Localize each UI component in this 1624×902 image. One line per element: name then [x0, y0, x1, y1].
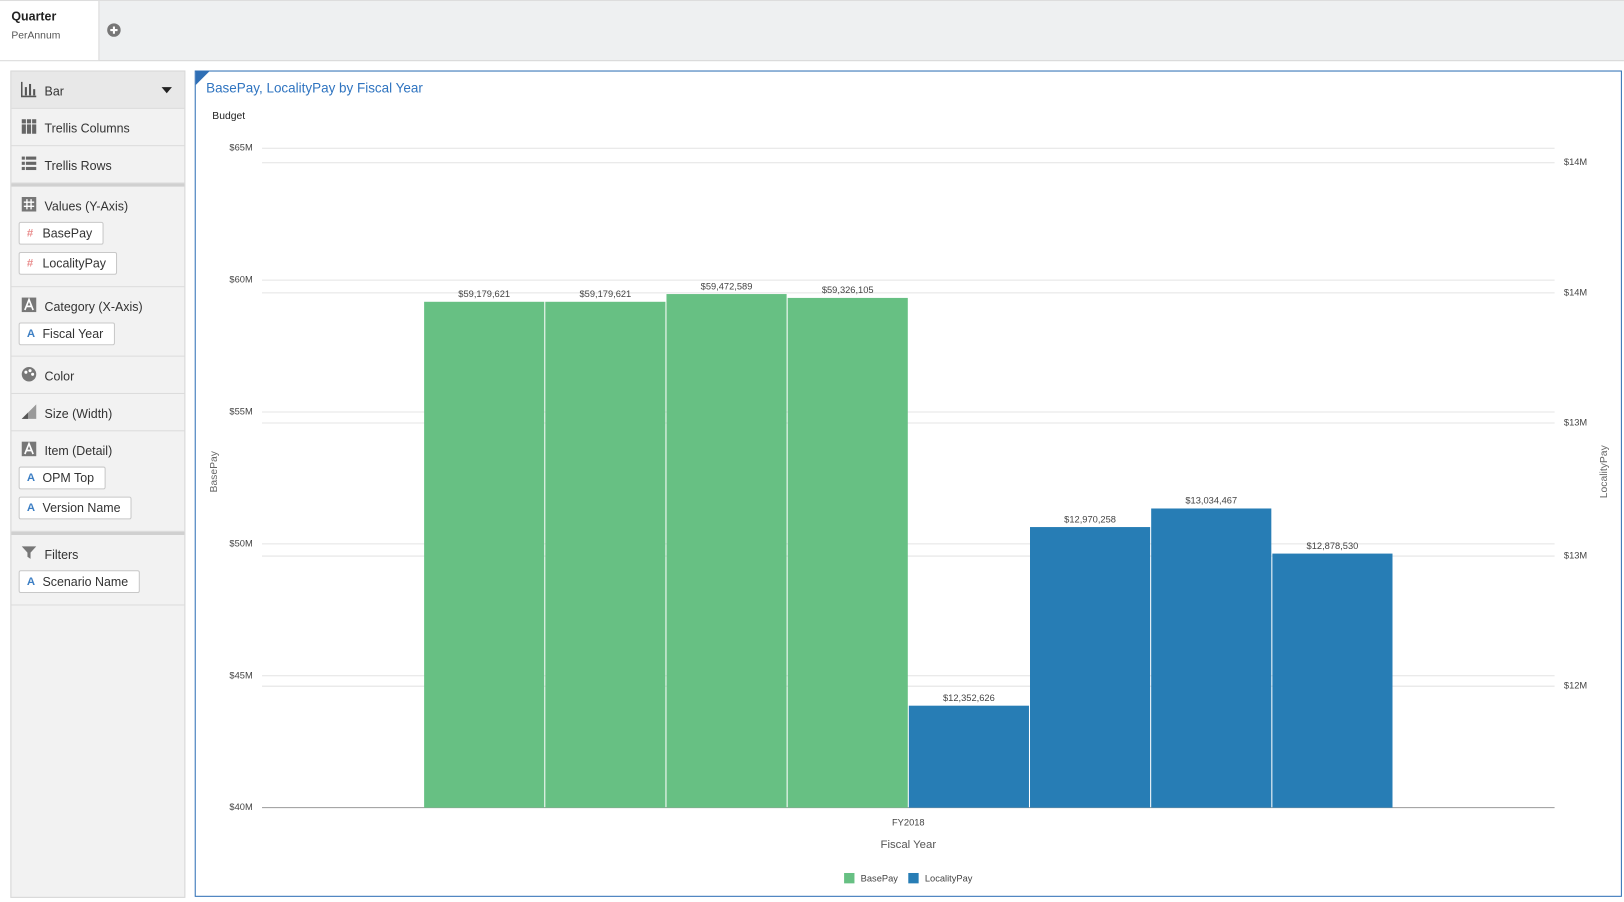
field-pill[interactable]: A OPM Top — [18, 466, 106, 490]
section-title: Size (Width) — [44, 406, 113, 421]
bar — [1272, 553, 1393, 808]
section-title: Color — [44, 369, 75, 384]
pill-label: OPM Top — [42, 470, 95, 486]
field-pill[interactable]: A Scenario Name — [18, 570, 140, 594]
separator — [11, 531, 185, 535]
chart-type-row[interactable]: Bar — [11, 71, 185, 109]
sidebar-section: Category (X-Axis) A Fiscal Year — [11, 287, 185, 357]
section-title: Values (Y-Axis) — [44, 199, 129, 214]
pill-icon: A — [26, 471, 36, 485]
value-label: $12,352,626 — [943, 693, 995, 703]
bar — [545, 301, 666, 808]
legend-swatch — [908, 872, 919, 884]
y-tick-label: $45M — [229, 670, 252, 680]
y-axis-label: BasePay — [209, 450, 220, 492]
pill-icon: A — [26, 575, 36, 588]
y-tick-label: $40M — [229, 802, 252, 812]
section-title: Filters — [44, 547, 79, 562]
tab-subtitle: PerAnnum — [11, 30, 61, 42]
icon — [21, 404, 37, 419]
y2-tick-label: $13M — [1564, 417, 1587, 427]
tab[interactable]: Quarter PerAnnum — [0, 1, 100, 61]
field-pill[interactable]: A Version Name — [18, 496, 132, 520]
top-bar: Quarter PerAnnum — [0, 0, 1624, 62]
value-label: $12,878,530 — [1307, 541, 1359, 551]
bar — [666, 294, 787, 808]
icon — [21, 196, 37, 212]
value-label: $59,326,105 — [822, 285, 874, 295]
sidebar-section: Color — [11, 357, 185, 394]
value-label: $59,179,621 — [579, 289, 631, 299]
y2-tick-label: $14M — [1564, 157, 1587, 167]
pill-icon: # — [26, 227, 34, 240]
section-title: Item (Detail) — [44, 443, 113, 459]
sidebar-section: Size (Width) — [11, 394, 185, 432]
x-axis-label: Fiscal Year — [881, 839, 937, 851]
y2-tick-label: $14M — [1564, 287, 1587, 297]
row-label: Trellis Columns — [44, 121, 130, 136]
icon — [21, 156, 37, 171]
chart-type: Bar — [44, 83, 64, 99]
chart-frame — [194, 70, 1622, 897]
y2-tick-label: $12M — [1564, 681, 1587, 691]
sidebar: Bar Trellis Columns Trellis Rows Values (Y-… — [10, 70, 186, 898]
sidebar-section: Item (Detail) A OPM Top A Version Name — [11, 431, 185, 532]
tab-title: Quarter — [11, 9, 57, 24]
icon — [21, 546, 37, 559]
y-tick-label: $60M — [229, 275, 252, 285]
y2-axis-label: LocalityPay — [1599, 444, 1610, 498]
value-label: $12,970,258 — [1064, 514, 1116, 524]
bar — [1151, 508, 1272, 808]
add-tab[interactable] — [107, 23, 121, 38]
y-tick-label: $55M — [229, 406, 252, 416]
sidebar-row[interactable]: Trellis Columns — [11, 109, 185, 147]
corner-flag — [195, 71, 210, 86]
bar — [787, 297, 908, 808]
pill-icon: A — [26, 327, 36, 341]
chart-subtitle: Budget — [212, 111, 245, 122]
value-label: $59,472,589 — [701, 281, 753, 291]
x-tick-label: FY2018 — [892, 818, 925, 828]
bar — [908, 705, 1029, 808]
pill-label: LocalityPay — [42, 256, 107, 271]
value-label: $13,034,467 — [1185, 496, 1237, 506]
bar — [1030, 527, 1151, 808]
bar — [424, 301, 545, 808]
legend-label: LocalityPay — [925, 874, 973, 884]
y-tick-label: $65M — [229, 143, 252, 153]
separator — [11, 183, 185, 187]
icon — [21, 297, 37, 313]
icon — [21, 441, 37, 457]
sidebar-section: Values (Y-Axis) # BasePay # LocalityPay — [11, 187, 185, 288]
pill-label: Version Name — [42, 500, 121, 516]
y-tick-label: $50M — [229, 538, 252, 548]
pill-label: Fiscal Year — [42, 326, 104, 342]
sidebar-section: Filters A Scenario Name — [11, 535, 185, 606]
icon — [20, 81, 37, 98]
legend-label: BasePay — [861, 874, 899, 884]
field-pill[interactable]: # LocalityPay — [18, 251, 118, 275]
dropdown-arrow — [161, 87, 172, 94]
chart-title: BasePay, LocalityPay by Fiscal Year — [206, 81, 423, 96]
section-title: Category (X-Axis) — [44, 299, 143, 315]
field-pill[interactable]: A Fiscal Year — [18, 322, 115, 346]
field-pill[interactable]: # BasePay — [18, 221, 104, 245]
pill-label: Scenario Name — [42, 574, 129, 589]
value-label: $59,179,621 — [458, 289, 510, 299]
row-label: Trellis Rows — [44, 158, 112, 174]
icon — [21, 367, 37, 382]
pill-icon: A — [26, 501, 36, 515]
legend-swatch — [844, 872, 855, 884]
pill-icon: # — [26, 257, 34, 270]
y2-tick-label: $13M — [1564, 551, 1587, 561]
sidebar-row[interactable]: Trellis Rows — [11, 146, 185, 184]
pill-label: BasePay — [42, 226, 93, 241]
icon — [21, 119, 37, 134]
